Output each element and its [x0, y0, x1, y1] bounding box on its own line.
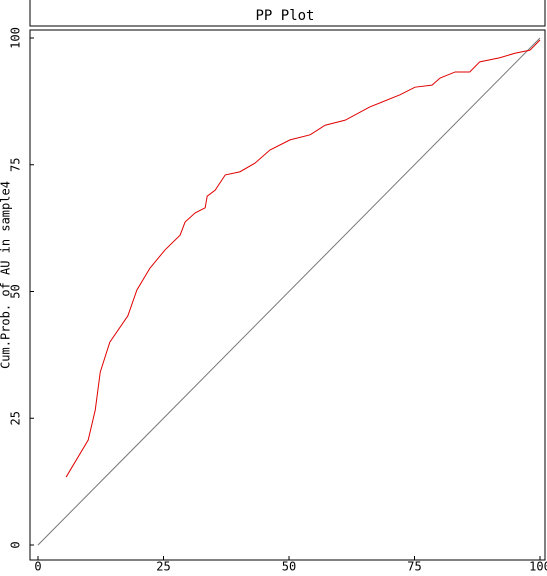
chart-title: PP Plot [255, 8, 314, 24]
y-tick-label: 100 [9, 27, 23, 49]
x-tick-label: 25 [156, 560, 170, 574]
reference-diagonal [37, 37, 541, 546]
x-tick-label: 100 [529, 560, 547, 574]
y-tick-label: 50 [9, 284, 23, 298]
y-tick-label: 0 [9, 541, 23, 548]
top-panel [29, 0, 546, 27]
x-tick-label: 50 [282, 560, 296, 574]
x-tick-label: 75 [407, 560, 421, 574]
x-tick-label: 0 [34, 560, 41, 574]
pp-curve [65, 39, 541, 478]
y-tick-label: 75 [9, 158, 23, 172]
y-axis-label: Cum.Prob. of AU in sample4 [0, 181, 13, 369]
plot-frame [29, 29, 546, 561]
y-tick-label: 25 [9, 411, 23, 425]
